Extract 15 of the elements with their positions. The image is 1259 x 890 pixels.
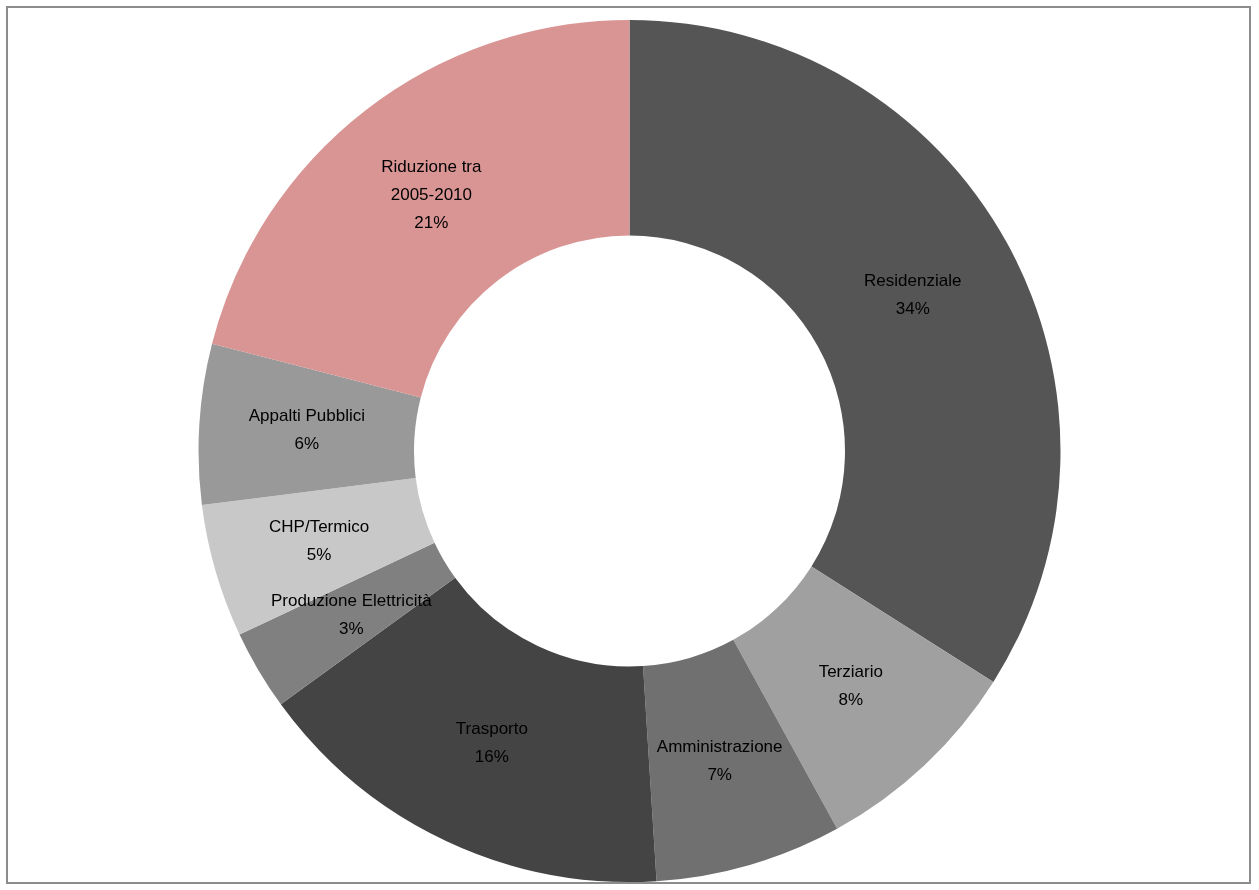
data-label: 8% xyxy=(838,690,864,710)
slice-label: Amministrazione xyxy=(656,737,783,757)
slice-label: Riduzione tra 2005-2010 xyxy=(381,157,482,205)
slice-label: Residenziale xyxy=(864,270,962,290)
data-label: 6% xyxy=(294,434,320,454)
slice-label: CHP/Termico xyxy=(269,516,370,536)
data-label: 5% xyxy=(306,544,332,564)
slice-label: Appalti Pubblici xyxy=(248,406,366,426)
data-label: 34% xyxy=(895,298,930,318)
slice-label: Terziario xyxy=(818,662,883,682)
data-label: 3% xyxy=(338,619,364,639)
data-label: 16% xyxy=(474,747,509,767)
data-label: 7% xyxy=(707,765,732,785)
data-label: 21% xyxy=(414,213,449,233)
slice-label: Trasporto xyxy=(455,719,528,739)
